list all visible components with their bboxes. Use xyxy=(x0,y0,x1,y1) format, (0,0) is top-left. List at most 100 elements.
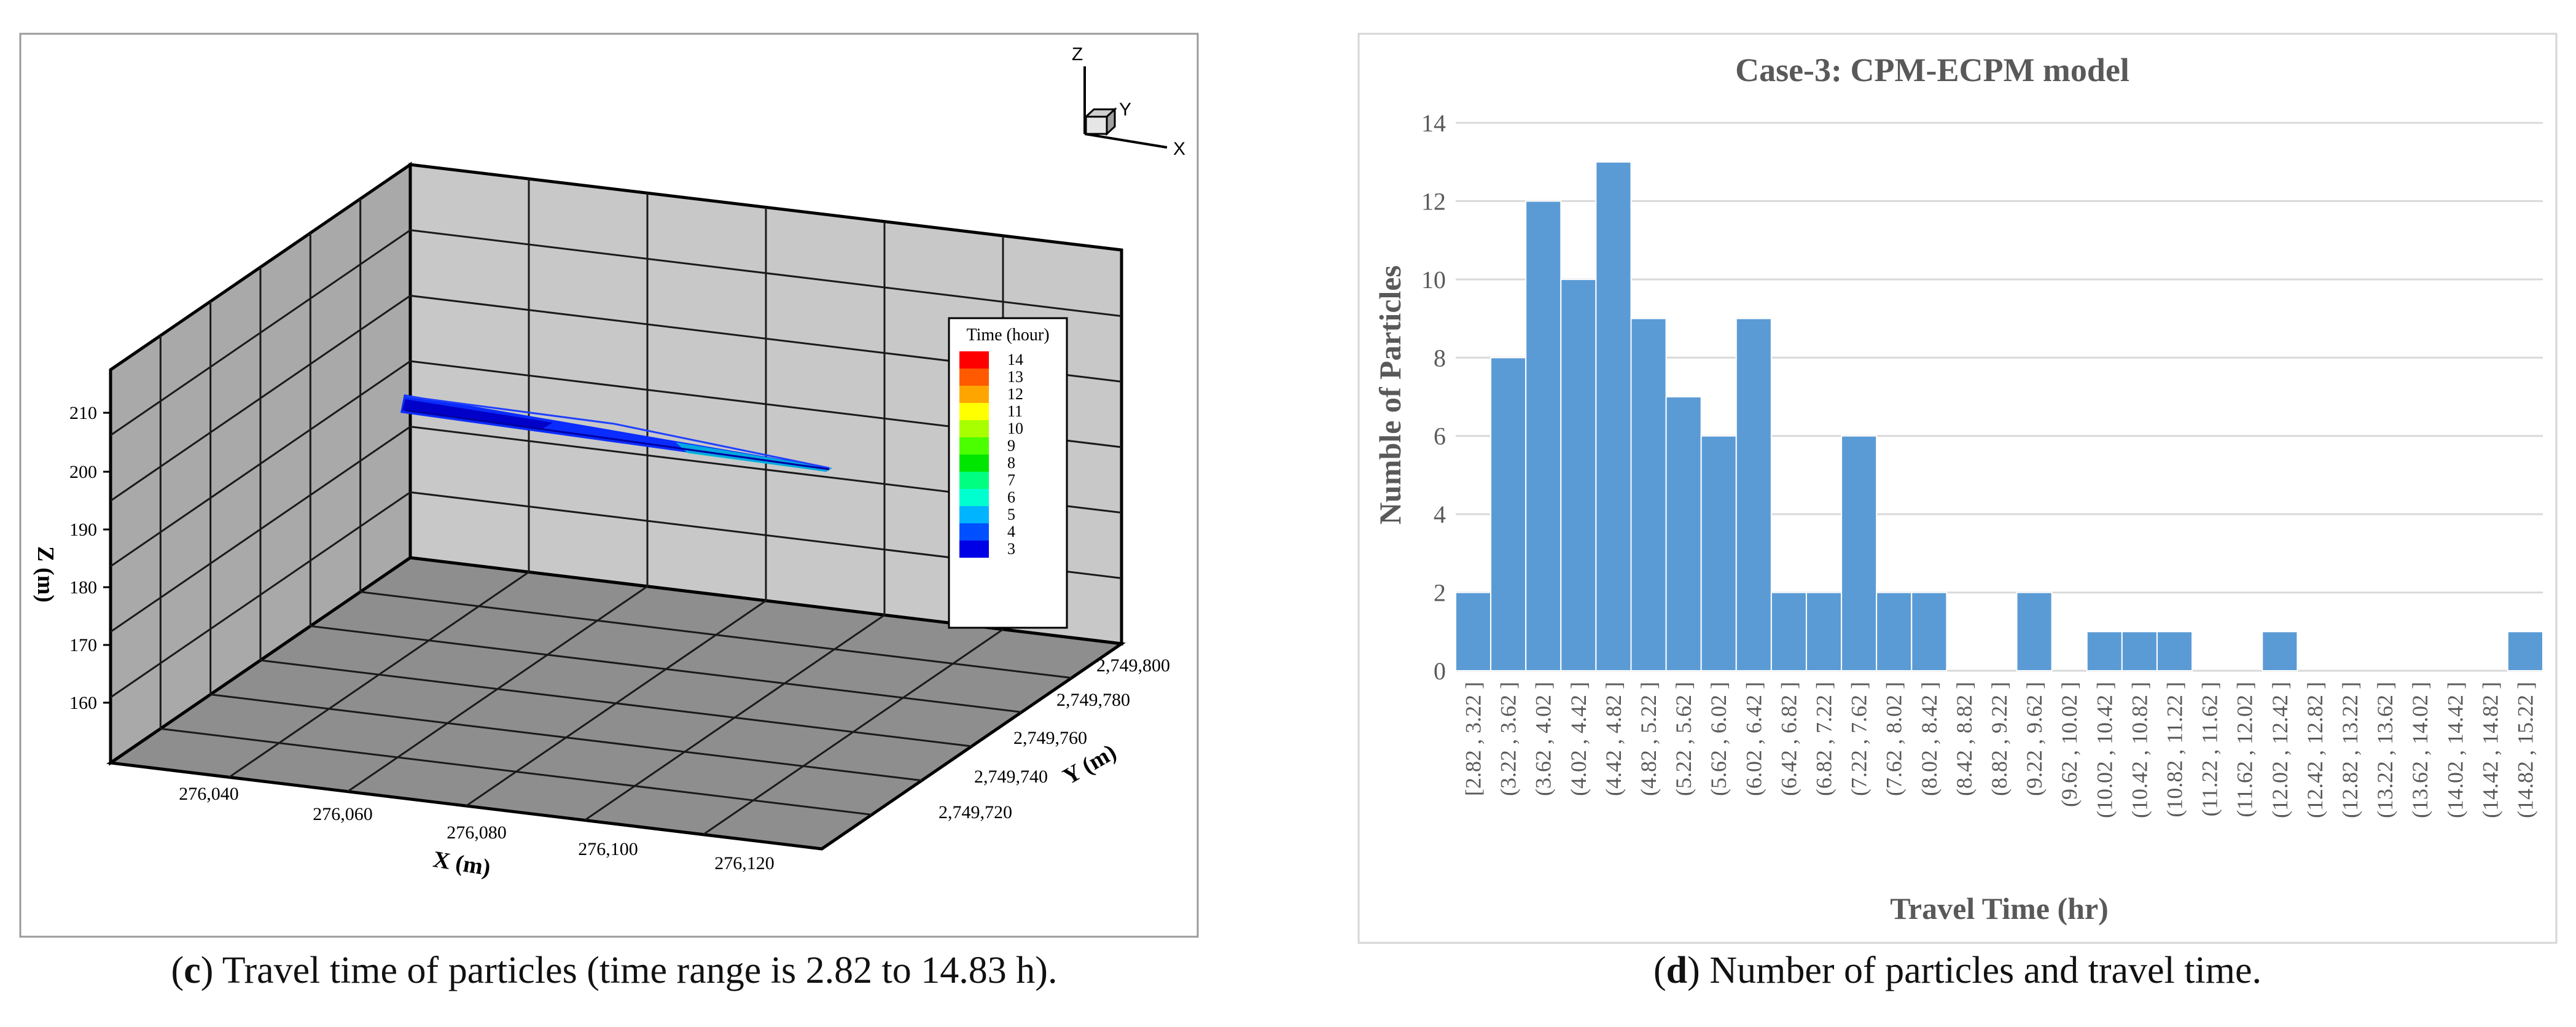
x-tick-label: (4.02 , 4.42 ] xyxy=(1566,682,1591,796)
x-tick-label: 276,080 xyxy=(447,822,507,843)
x-tick-label: (14.82 , 15.22 ] xyxy=(2513,682,2537,818)
x-tick-label: 276,120 xyxy=(714,853,775,873)
legend-title: Time (hour) xyxy=(966,326,1049,345)
x-tick-label: (8.02 , 8.42 ] xyxy=(1917,682,1942,796)
bar xyxy=(1560,278,1597,672)
y-tick-label: 2,749,780 xyxy=(1056,690,1130,710)
axis-orientation-indicator xyxy=(1083,66,1168,149)
legend-level-label: 4 xyxy=(1007,523,1015,541)
grid-line xyxy=(110,229,411,436)
grid-line xyxy=(260,659,972,748)
x-axis-label: Travel Time (hr) xyxy=(1890,891,2109,926)
x-tick-label: (5.62 , 6.02 ] xyxy=(1706,682,1731,796)
x-tick-label: (9.22 , 9.62 ] xyxy=(2022,682,2047,796)
legend-swatch xyxy=(959,472,989,489)
x-tick-label: (8.42 , 8.82 ] xyxy=(1952,682,1977,796)
bar xyxy=(1911,592,1948,671)
x-tick-label: (13.62 , 14.02 ] xyxy=(2408,682,2432,818)
grid-line xyxy=(110,360,411,568)
grid-line xyxy=(410,229,1122,318)
z-tick-label: 170 xyxy=(69,635,97,655)
bar xyxy=(2262,631,2298,672)
grid-line xyxy=(160,727,872,816)
legend-swatch xyxy=(959,420,989,437)
x-tick-label: 276,100 xyxy=(578,839,638,859)
chart-title: Case-3: CPM-ECPM model xyxy=(1735,52,2129,88)
grid-line xyxy=(360,591,1072,679)
legend-level-label: 14 xyxy=(1007,351,1023,369)
x-tick-label: (7.22 , 7.62 ] xyxy=(1847,682,1872,796)
x-tick-label: (12.02 , 12.42 ] xyxy=(2268,682,2292,818)
y-axis-ticks: 2,749,800 2,749,780 2,749,760 2,749,740 2,74… xyxy=(939,655,1170,822)
bar xyxy=(1490,357,1527,671)
grid-line xyxy=(110,295,411,502)
grid-line xyxy=(310,625,1022,713)
z-tick-label: 160 xyxy=(69,693,97,713)
bar xyxy=(1841,435,1878,671)
y-tick-label: 14 xyxy=(1421,109,1446,137)
legend-swatch xyxy=(959,386,989,403)
legend-swatch xyxy=(959,403,989,420)
legend-level-label: 11 xyxy=(1007,402,1023,420)
bar xyxy=(1595,161,1632,671)
legend-swatch xyxy=(959,506,989,523)
y-tick-label: 0 xyxy=(1434,657,1446,685)
legend-level-label: 7 xyxy=(1007,471,1015,489)
x-axis-category-labels: [2.82 , 3.22 ] (3.22 , 3.62 ] (3.62 , 4.02… xyxy=(1461,682,2538,818)
x-tick-label: (10.02 , 10.42 ] xyxy=(2092,682,2117,818)
x-tick-label: (13.22 , 13.62 ] xyxy=(2373,682,2397,818)
x-tick-label: (4.82 , 5.22 ] xyxy=(1636,682,1661,796)
bar xyxy=(2507,631,2544,672)
bar xyxy=(1630,318,1667,671)
x-tick-label: (6.02 , 6.42 ] xyxy=(1741,682,1766,796)
legend-level-label: 5 xyxy=(1007,506,1015,523)
bars xyxy=(1455,161,2544,672)
x-tick-label: [2.82 , 3.22 ] xyxy=(1461,682,1486,796)
particle-plume xyxy=(400,394,832,472)
y-axis-ticks: 0 2 4 6 8 10 12 14 xyxy=(1421,109,1446,685)
bar xyxy=(1735,318,1772,671)
bar xyxy=(1665,396,1702,671)
x-tick-label: (5.22 , 5.62 ] xyxy=(1671,682,1696,796)
x-tick-label: 276,060 xyxy=(313,804,373,824)
y-tick-label: 2,749,740 xyxy=(974,767,1048,787)
y-tick-label: 2 xyxy=(1434,579,1446,607)
caption-d: (d) Number of particles and travel time. xyxy=(1653,950,2262,991)
z-tick-label: 190 xyxy=(69,520,97,540)
x-tick-label: (8.82 , 9.22 ] xyxy=(1987,682,2012,796)
x-tick-label: (12.82 , 13.22 ] xyxy=(2338,682,2362,818)
bar xyxy=(1770,592,1807,671)
y-tick-label: 4 xyxy=(1434,501,1446,528)
bar xyxy=(1805,592,1843,671)
bar xyxy=(1525,200,1562,671)
x-tick-label: (6.42 , 6.82 ] xyxy=(1776,682,1801,796)
x-tick-label: (4.42 , 4.82 ] xyxy=(1601,682,1626,796)
legend-swatch xyxy=(959,369,989,386)
bar xyxy=(2086,631,2123,672)
x-tick-label: (14.02 , 14.42 ] xyxy=(2443,682,2467,818)
legend-level-label: 6 xyxy=(1007,488,1015,506)
z-tick-label: 180 xyxy=(69,577,97,598)
chart-frame xyxy=(1357,33,2558,944)
x-tick-label: (12.42 , 12.82 ] xyxy=(2303,682,2327,818)
x-tick-label: (11.62 , 12.02 ] xyxy=(2233,682,2257,818)
indicator-z: Z xyxy=(1072,44,1083,64)
indicator-y: Y xyxy=(1119,100,1131,120)
grid-line xyxy=(210,693,922,782)
y-tick-label: 6 xyxy=(1434,423,1446,450)
indicator-x: X xyxy=(1173,139,1185,159)
legend-swatch xyxy=(959,351,989,369)
bar xyxy=(1876,592,1913,671)
x-tick-label: (6.82 , 7.22 ] xyxy=(1812,682,1836,796)
legend-level-label: 12 xyxy=(1007,385,1023,403)
x-tick-label: (9.62 , 10.02 ] xyxy=(2057,682,2082,807)
legend-level-label: 9 xyxy=(1007,437,1015,455)
grid-lines-3d xyxy=(110,179,1122,835)
caption-c: (c) Travel time of particles (time range… xyxy=(171,950,1058,991)
legend-swatch xyxy=(959,455,989,472)
x-tick-label: (3.22 , 3.62 ] xyxy=(1496,682,1521,796)
legend-level-label: 10 xyxy=(1007,420,1023,437)
x-tick-label: (3.62 , 4.02 ] xyxy=(1531,682,1556,796)
